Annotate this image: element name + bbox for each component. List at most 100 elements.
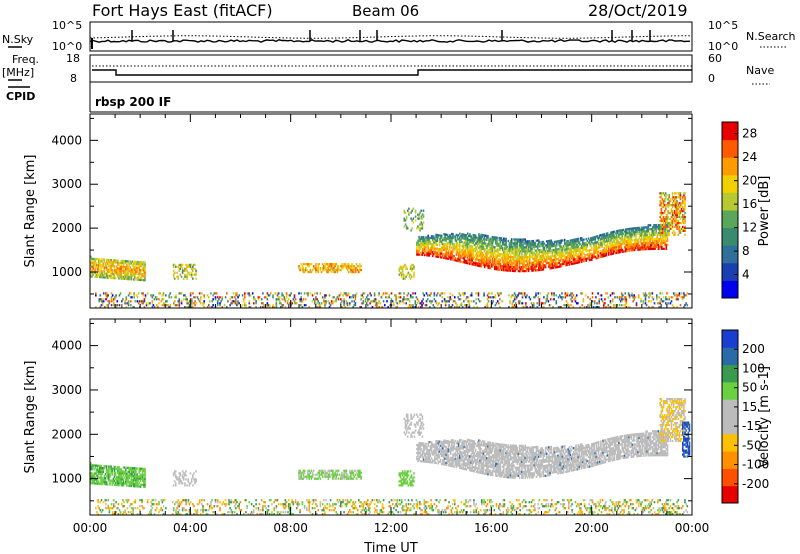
- echo-cell: [506, 259, 508, 262]
- echo-cell: [105, 272, 108, 275]
- echo-cell: [329, 269, 332, 272]
- echo-cell: [139, 300, 141, 303]
- echo-cell: [224, 296, 227, 299]
- echo-cell: [500, 247, 503, 250]
- echo-cell: [411, 304, 413, 307]
- echo-cell: [567, 255, 569, 258]
- echo-cell: [101, 276, 103, 279]
- echo-cell: [184, 484, 186, 487]
- echo-cell: [540, 268, 542, 271]
- echo-cell: [302, 471, 305, 474]
- echo-cell: [574, 248, 576, 251]
- echo-cell: [582, 300, 585, 303]
- echo-cell: [299, 304, 301, 307]
- echo-cell: [549, 263, 551, 266]
- echo-cell: [568, 259, 571, 262]
- echo-cell: [200, 302, 202, 305]
- echo-cell: [603, 306, 605, 309]
- echo-cell: [644, 244, 646, 247]
- echo-cell: [432, 304, 435, 307]
- echo-cell: [382, 292, 385, 295]
- echo-cell: [488, 260, 490, 264]
- echo-cell: [613, 234, 616, 237]
- echo-cell: [97, 480, 100, 483]
- echo-cell: [635, 244, 637, 247]
- echo-cell: [118, 271, 120, 274]
- echo-cell: [102, 467, 104, 470]
- echo-cell: [532, 261, 534, 264]
- echo-cell: [360, 306, 362, 309]
- echo-cell: [457, 260, 460, 263]
- echo-cell: [481, 247, 484, 250]
- echo-cell: [220, 300, 222, 303]
- echo-cell: [548, 251, 550, 254]
- echo-cell: [122, 480, 125, 483]
- echo-cell: [612, 236, 615, 239]
- echo-cell: [410, 211, 412, 214]
- echo-cell: [413, 275, 415, 278]
- echo-cell: [675, 223, 677, 226]
- echo-cell: [431, 235, 434, 238]
- echo-cell: [411, 219, 413, 222]
- echo-cell: [515, 268, 517, 271]
- echo-cell: [565, 262, 567, 265]
- echo-cell: [324, 267, 326, 270]
- echo-cell: [126, 268, 128, 271]
- echo-cell: [490, 245, 493, 248]
- echo-cell: [405, 298, 407, 301]
- echo-cell: [438, 252, 441, 255]
- echo-cell: [221, 298, 223, 301]
- echo-cell: [317, 300, 319, 303]
- echo-cell: [677, 206, 680, 209]
- echo-cell: [249, 306, 252, 309]
- echo-cell: [92, 265, 94, 268]
- echo-cell: [121, 269, 124, 272]
- echo-cell: [682, 215, 684, 219]
- echo-cell: [451, 304, 454, 307]
- echo-cell: [533, 296, 535, 299]
- echo-cell: [588, 249, 591, 252]
- echo-cell: [501, 255, 504, 258]
- echo-cell: [424, 246, 426, 249]
- echo-cell: [665, 235, 668, 239]
- echo-cell: [474, 242, 477, 245]
- echo-cell: [141, 302, 143, 305]
- echo-cell: [399, 267, 402, 270]
- echo-cell: [495, 264, 497, 267]
- echo-cell: [639, 232, 642, 235]
- echo-cell: [588, 257, 591, 260]
- echo-cell: [439, 256, 442, 259]
- echo-cell: [354, 267, 357, 270]
- echo-cell: [237, 302, 239, 305]
- echo-cell: [566, 260, 568, 263]
- echo-cell: [106, 272, 109, 275]
- echo-cell: [648, 236, 651, 239]
- echo-cell: [144, 275, 146, 278]
- echo-cell: [584, 256, 586, 259]
- echo-cell: [671, 304, 674, 307]
- echo-cell: [139, 473, 142, 476]
- echo-cell: [505, 257, 507, 260]
- echo-cell: [571, 244, 574, 248]
- echo-cell: [670, 223, 673, 226]
- echo-cell: [144, 277, 146, 280]
- echo-cell: [484, 244, 487, 247]
- echo-cell: [647, 244, 650, 247]
- echo-cell: [603, 250, 606, 254]
- echo-cell: [585, 243, 587, 247]
- echo-cell: [574, 296, 577, 299]
- echo-cell: [142, 302, 144, 305]
- echo-cell: [618, 241, 620, 244]
- echo-cell: [266, 298, 269, 301]
- echo-cell: [117, 482, 119, 485]
- echo-cell: [162, 294, 165, 297]
- echo-cell: [613, 230, 616, 233]
- echo-cell: [449, 252, 452, 255]
- echo-cell: [448, 306, 450, 309]
- echo-cell: [335, 263, 337, 266]
- echo-cell: [637, 240, 639, 243]
- echo-cell: [564, 304, 567, 307]
- echo-cell: [114, 296, 116, 299]
- echo-cell: [500, 264, 503, 268]
- echo-cell: [492, 245, 495, 249]
